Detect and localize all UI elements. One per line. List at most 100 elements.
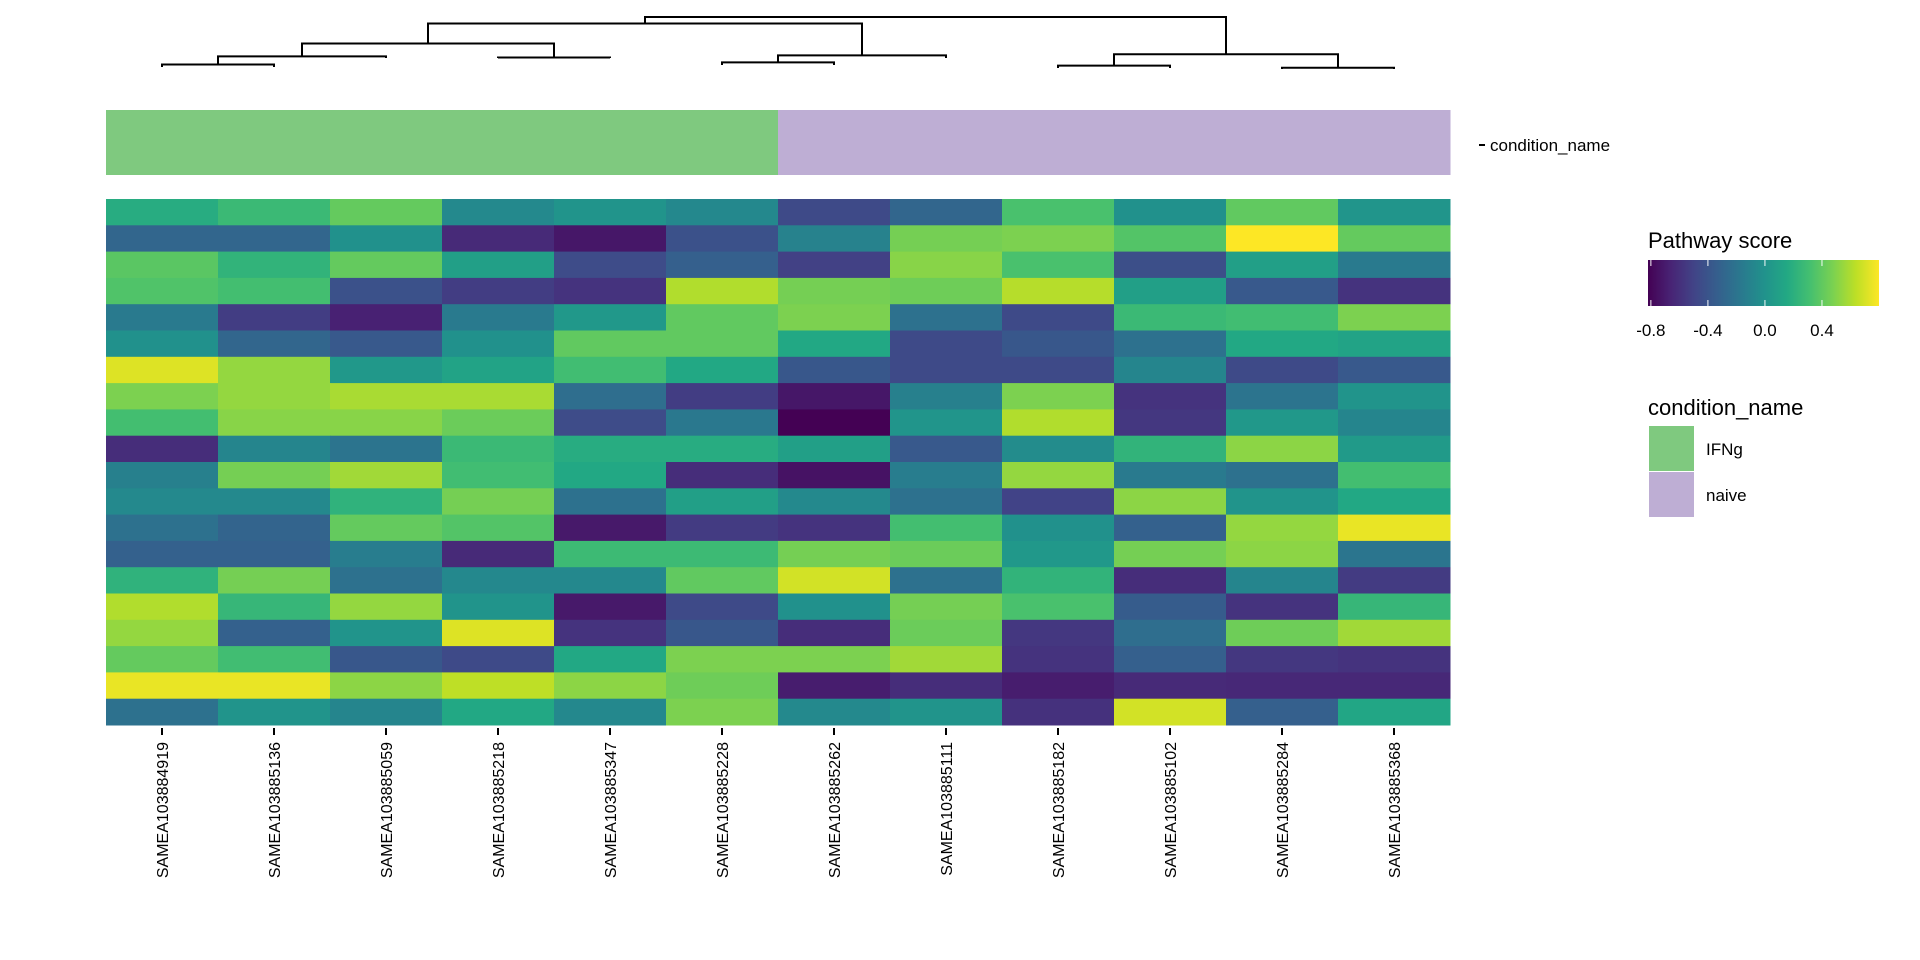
annotation-cell-ifng <box>554 110 667 175</box>
column-label: SAMEA103885228 <box>715 742 732 878</box>
heatmap-cell <box>890 540 1003 568</box>
heatmap-cell <box>890 251 1003 279</box>
heatmap-cell <box>1002 435 1115 463</box>
dendrogram-branch <box>721 61 835 65</box>
heatmap-cell <box>890 383 1003 410</box>
dendrogram-branch <box>1281 66 1395 69</box>
heatmap-cell <box>218 619 331 647</box>
heatmap-cell <box>1226 304 1339 331</box>
heatmap-cell <box>1114 672 1227 700</box>
heatmap-cell <box>778 698 891 726</box>
heatmap-cell <box>442 672 555 700</box>
heatmap-cell <box>1114 251 1227 279</box>
column-label: SAMEA103885218 <box>491 742 508 878</box>
heatmap-cell <box>778 304 891 331</box>
heatmap-cell <box>218 199 331 226</box>
heatmap-cell <box>218 462 331 489</box>
heatmap-cell <box>554 672 667 700</box>
heatmap-cell <box>778 514 891 542</box>
condition-legend-title: condition_name <box>1648 395 1803 420</box>
heatmap-cell <box>1002 567 1115 594</box>
heatmap-cell <box>1338 277 1451 305</box>
heatmap-cell <box>1114 646 1227 673</box>
heatmap-cell <box>1002 672 1115 700</box>
legend-label-ifng: IFNg <box>1706 440 1743 459</box>
heatmap-cell <box>218 383 331 410</box>
heatmap-cell <box>106 619 219 647</box>
heatmap-cell <box>666 225 779 253</box>
heatmap-cell <box>554 567 667 594</box>
heatmap-cell <box>1338 672 1451 700</box>
heatmap-cell <box>1002 462 1115 489</box>
heatmap-cell <box>890 672 1003 700</box>
heatmap-cell <box>442 435 555 463</box>
annotation-cell-ifng <box>330 110 443 175</box>
heatmap-cell <box>442 567 555 594</box>
dendrogram-branch <box>1057 64 1171 68</box>
heatmap-cell <box>666 698 779 726</box>
heatmap-cell <box>1002 383 1115 410</box>
heatmap-cell <box>330 698 443 726</box>
heatmap-cell <box>1114 619 1227 647</box>
heatmap-cell <box>218 488 331 516</box>
annotation-cell-naive <box>1114 110 1227 175</box>
heatmap-cell <box>778 251 891 279</box>
heatmap-cell <box>1338 304 1451 331</box>
heatmap-cell <box>330 277 443 305</box>
heatmap-cell <box>106 646 219 673</box>
heatmap-cell <box>1114 567 1227 594</box>
heatmap-cell <box>666 540 779 568</box>
heatmap-cell <box>554 593 667 621</box>
heatmap-cell <box>1226 251 1339 279</box>
heatmap-cell <box>218 646 331 673</box>
heatmap-cell <box>330 409 443 437</box>
colorbar-title: Pathway score <box>1648 228 1792 253</box>
heatmap-cell <box>218 277 331 305</box>
annotation-cell-ifng <box>442 110 555 175</box>
heatmap-cell <box>442 462 555 489</box>
heatmap-cell <box>1226 567 1339 594</box>
heatmap-cell <box>778 409 891 437</box>
heatmap-cell <box>442 383 555 410</box>
heatmap-cell <box>106 356 219 384</box>
dendrogram-branch <box>161 63 275 67</box>
heatmap-cell <box>1002 225 1115 253</box>
heatmap-cell <box>778 540 891 568</box>
heatmap-cell <box>554 646 667 673</box>
heatmap-cell <box>666 304 779 331</box>
heatmap-cell <box>1114 540 1227 568</box>
heatmap-cell <box>330 540 443 568</box>
heatmap-cell <box>554 356 667 384</box>
heatmap-cell <box>554 462 667 489</box>
annotation-cell-ifng <box>218 110 331 175</box>
annotation-cell-naive <box>1002 110 1115 175</box>
heatmap-cell <box>890 199 1003 226</box>
heatmap-cell <box>554 304 667 331</box>
heatmap-cell <box>890 646 1003 673</box>
heatmap-cell <box>1226 698 1339 726</box>
annotation-row-label: condition_name <box>1490 136 1610 155</box>
heatmap-cell <box>1002 619 1115 647</box>
heatmap-cell <box>442 514 555 542</box>
heatmap-cell <box>1226 593 1339 621</box>
heatmap-cell <box>554 251 667 279</box>
annotation-cell-ifng <box>106 110 219 175</box>
heatmap-cell <box>1114 199 1227 226</box>
heatmap-cell <box>890 435 1003 463</box>
heatmap-cell <box>554 383 667 410</box>
heatmap-cell <box>106 225 219 253</box>
heatmap-cell <box>778 593 891 621</box>
heatmap-cell <box>1002 514 1115 542</box>
heatmap-cell <box>330 435 443 463</box>
annotation-cell-naive <box>778 110 891 175</box>
heatmap-cell <box>778 488 891 516</box>
heatmap-cell <box>106 409 219 437</box>
column-label: SAMEA103884919 <box>155 742 172 878</box>
heatmap-cell <box>442 277 555 305</box>
legend-swatch-ifng <box>1649 426 1694 471</box>
heatmap-cells <box>106 199 1451 726</box>
heatmap-cell <box>890 698 1003 726</box>
heatmap-cell <box>218 698 331 726</box>
heatmap-cell <box>218 672 331 700</box>
heatmap-cell <box>778 435 891 463</box>
